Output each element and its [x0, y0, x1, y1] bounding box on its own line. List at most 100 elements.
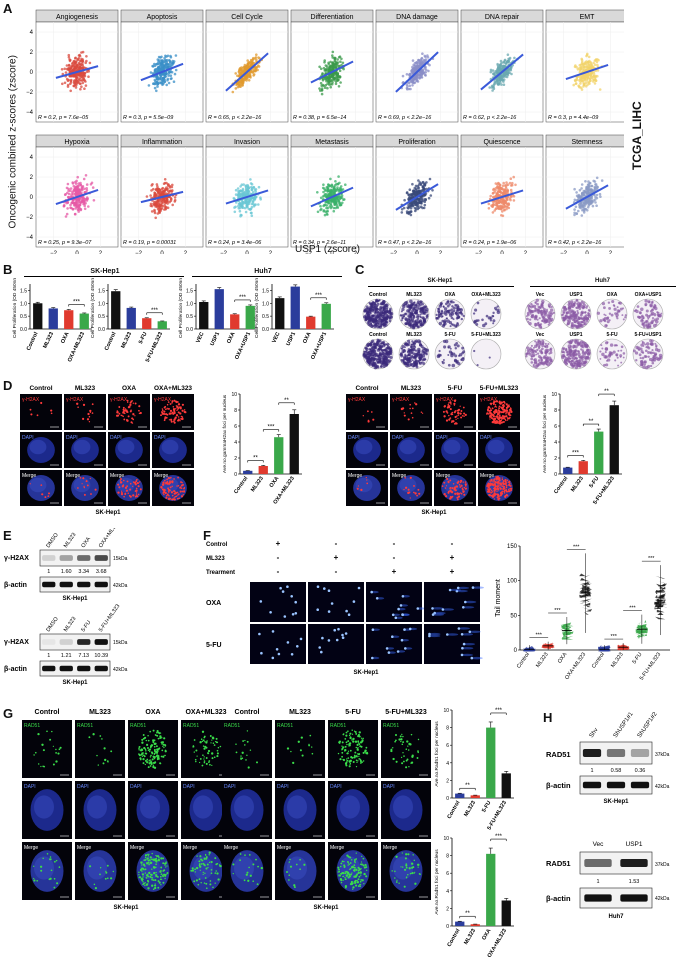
scatter-point	[257, 56, 260, 59]
scatter-point	[494, 187, 498, 190]
scatter-point	[332, 206, 336, 210]
scatter-point	[149, 71, 153, 74]
scatter-point	[166, 54, 170, 58]
scatter-point	[416, 66, 419, 70]
xtick: 2	[609, 251, 613, 254]
scatter-point	[587, 55, 591, 59]
scatter-point	[163, 56, 166, 60]
scatter-point	[491, 69, 495, 72]
panel-a-ylabel-wrap: Oncogenic combined z-scores (zscore)	[0, 55, 19, 230]
scatter-point	[596, 63, 599, 67]
scatter-point	[251, 199, 255, 203]
scatter-point	[489, 68, 493, 72]
dapi-tile: DAPI	[328, 781, 378, 839]
scatter-point	[153, 69, 157, 73]
rad51-tile: RAD51	[275, 720, 325, 778]
scatter-point	[234, 72, 237, 75]
ytick: 1.5	[20, 288, 27, 294]
kda-label: 42kDa	[655, 784, 670, 790]
scatter-point	[594, 59, 598, 62]
scatter-point	[499, 79, 502, 82]
scatter-point	[153, 200, 156, 204]
y-axis-label: Ave.no.Rad51 foci per nucleus	[434, 721, 440, 787]
scatter-point	[339, 187, 343, 191]
scatter-point	[171, 189, 174, 192]
scatter-title: DNA repair	[485, 14, 520, 21]
scatter-point	[254, 196, 258, 199]
scatter-point	[254, 56, 258, 59]
scatter-point	[491, 211, 495, 214]
y-axis-label: Ave.no.Rad51 foci per nucleus	[434, 849, 440, 915]
ytick: 4	[30, 155, 34, 161]
channel-label: Merge	[22, 473, 36, 479]
scatter-point	[328, 190, 332, 193]
scatter-point	[331, 199, 335, 202]
scatter-point	[327, 202, 330, 205]
caption: SK-Hep1	[353, 670, 379, 676]
regression-line	[55, 189, 99, 205]
bar	[486, 853, 496, 926]
scatter-point	[496, 201, 499, 205]
scatter-point	[65, 201, 68, 205]
y-axis-label: Ave.no.gammaH2ax foci per nucleus	[542, 394, 548, 473]
scatter-point	[251, 190, 255, 194]
scatter-point	[173, 200, 177, 203]
scatter-point	[506, 198, 509, 202]
scatter-point	[508, 181, 512, 185]
scatter-point	[252, 197, 256, 200]
scatter-point	[424, 198, 428, 201]
scatter-point	[234, 87, 238, 90]
plate	[470, 298, 502, 330]
scatter-point	[64, 215, 68, 218]
category-label: ML323	[463, 800, 477, 818]
scatter-point	[416, 74, 420, 78]
ytick: 0	[30, 195, 34, 201]
foci-tile: γ-H2AX	[346, 394, 388, 430]
category-label: Control	[553, 475, 569, 495]
significance: ***	[267, 425, 275, 431]
scatter-point	[420, 57, 423, 61]
caption: SK-Hep1	[113, 905, 139, 911]
scatter-point	[593, 198, 597, 201]
scatter-point	[170, 70, 174, 74]
scatter-point	[585, 193, 589, 196]
rad51-chart-top: 10 8 6 4 2 0 Ave.no.Rad51 foci per nucleus Cont…	[434, 708, 514, 831]
significance: ***	[629, 606, 636, 612]
scatter-point	[158, 81, 162, 84]
scatter-point	[502, 83, 506, 86]
scatter-point	[246, 191, 249, 194]
scatter-point	[418, 181, 422, 184]
column-label: ML323	[289, 709, 311, 716]
scatter-point	[241, 204, 244, 208]
plate-label: ML323	[406, 332, 422, 338]
scatter-point	[155, 89, 158, 93]
scatter-point	[160, 60, 164, 64]
scatter-point	[336, 76, 339, 79]
scatter-point	[149, 204, 153, 208]
scatter-point	[166, 187, 169, 190]
scatter-point	[326, 213, 329, 216]
scatter-point	[334, 180, 337, 183]
ytick: 8	[446, 726, 449, 732]
scatter-point	[249, 178, 252, 181]
scatter-point	[76, 191, 79, 194]
scatter-stat: R = 0.24, p = 3.4e−06	[208, 240, 262, 246]
scatter-point	[581, 192, 584, 195]
scatter-point	[511, 181, 514, 185]
scatter-point	[78, 207, 81, 210]
channel-label: γ-H2AX	[66, 397, 84, 403]
caption: SK-Hep1	[421, 510, 447, 516]
channel-label: Merge	[348, 473, 362, 479]
channel-label: DAPI	[330, 784, 342, 790]
category-label: Control	[104, 331, 118, 352]
scatter-point	[421, 185, 425, 188]
band-value: 1	[590, 768, 593, 774]
scatter-point	[257, 185, 261, 189]
category-label: USP1	[286, 331, 298, 347]
scatter-point	[74, 182, 78, 185]
comet-tile	[366, 624, 422, 664]
scatter-point	[419, 201, 423, 204]
scatter-point	[161, 192, 165, 196]
scatter-point	[336, 78, 340, 82]
scatter-point	[70, 201, 73, 205]
